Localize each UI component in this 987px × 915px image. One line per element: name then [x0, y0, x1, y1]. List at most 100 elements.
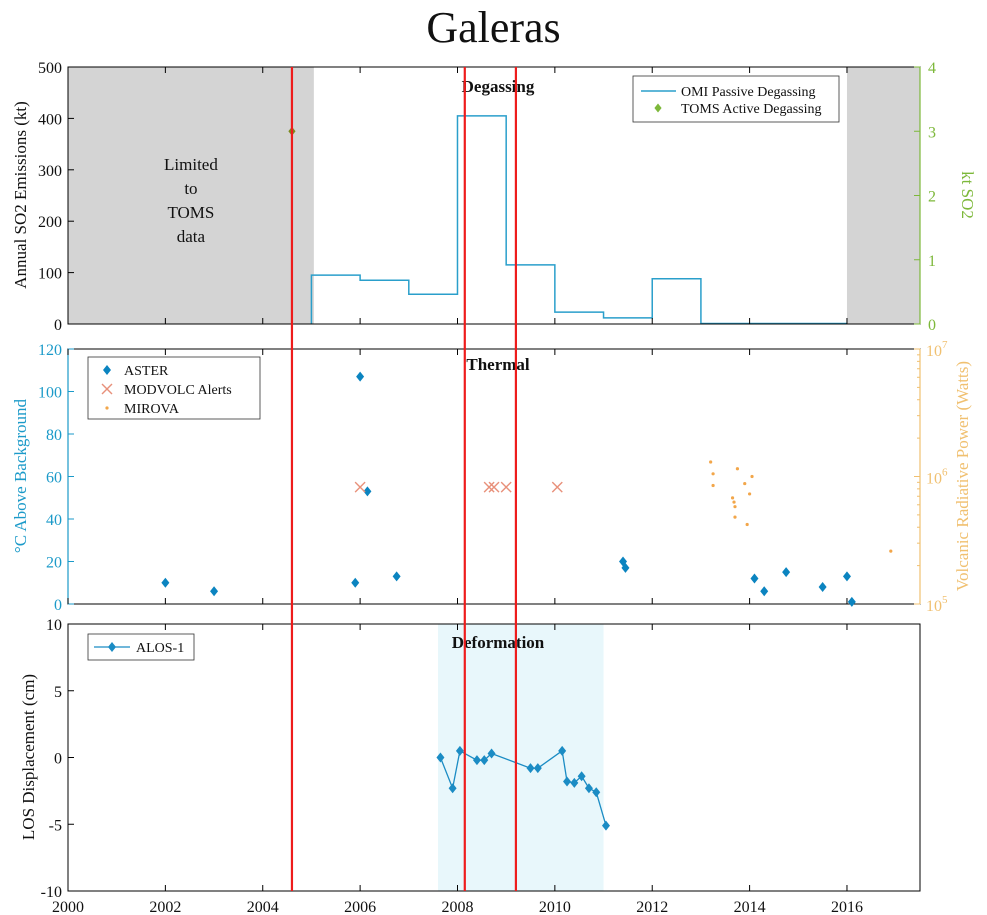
aster-point-4 [363, 486, 372, 497]
omi-degassing-line [310, 115, 847, 325]
mirova-point-3 [730, 496, 735, 500]
mirova-point-4 [732, 500, 736, 504]
modvolc-point-3-b [500, 481, 512, 493]
limited-text-line-0: Limited [164, 155, 218, 174]
thermal-panel-label: Thermal [466, 355, 530, 374]
thermal-legend-box [87, 356, 261, 420]
alos-point-10 [570, 777, 579, 788]
deformation-ytick-label-0: -10 [41, 884, 62, 901]
mirova-point-8 [743, 481, 747, 486]
xtick-label-0: 2000 [52, 899, 84, 915]
aster-point-12 [842, 571, 851, 582]
modvolc-point-0-b [354, 481, 366, 493]
deformation-ytick-label-3: 5 [54, 684, 62, 701]
alos-point-5 [487, 748, 496, 759]
thermal-y2tick-label-0: 105 [926, 594, 948, 615]
mirova-point-5 [733, 505, 737, 509]
mirova-point-11 [750, 474, 754, 479]
degassing-y2tick-label-1: 1 [928, 253, 936, 270]
alos-point-1 [448, 783, 457, 794]
degassing-y2tick-label-4: 4 [928, 60, 936, 77]
deformation-ylabel: LOS Displacement (cm) [19, 674, 38, 840]
aster-point-10 [782, 567, 791, 578]
legend-alos-swatch [108, 642, 116, 652]
aster-point-9 [760, 586, 769, 597]
degassing-legend-box [632, 75, 840, 123]
deformation-legend-box [87, 633, 195, 661]
xtick-label-3: 2006 [344, 899, 376, 915]
thermal-ytick-label-0: 0 [54, 597, 62, 614]
thermal-y2tick-label-2: 107 [926, 339, 948, 360]
thermal-ytick-label-3: 60 [46, 470, 62, 487]
legend-toms-swatch [654, 103, 662, 113]
degassing-ytick-label-5: 500 [38, 60, 62, 77]
legend-modvolc-label: MODVOLC Alerts [124, 383, 232, 398]
deformation-ytick-label-1: -5 [49, 817, 62, 834]
deformation-ytick-label-2: 0 [54, 751, 62, 768]
limited-text-line-2: TOMS [167, 203, 214, 222]
xtick-label-5: 2010 [539, 899, 571, 915]
alos-point-14 [601, 820, 610, 831]
mirova-point-12 [889, 549, 893, 553]
modvolc-point-1-b [483, 481, 495, 493]
xtick-label-8: 2016 [831, 899, 863, 915]
deformation-panel-label: Deformation [452, 633, 545, 652]
modvolc-point-1 [483, 481, 495, 493]
alos-point-11 [577, 771, 586, 782]
alos-point-3 [472, 755, 481, 766]
alos-point-9 [563, 776, 572, 787]
legend-aster-label: ASTER [124, 364, 169, 379]
mirova-point-1 [711, 472, 715, 476]
thermal-ylabel: °C Above Background [11, 398, 30, 553]
xtick-label-2: 2004 [247, 899, 279, 915]
degassing-panel-label: Degassing [462, 77, 535, 96]
thermal-y2tick-label-1: 106 [926, 467, 948, 488]
alos-point-8 [558, 745, 567, 756]
alos-point-6 [526, 763, 535, 774]
modvolc-point-2-b [488, 481, 500, 493]
mirova-point-2 [711, 483, 715, 488]
aster-point-1 [210, 586, 219, 597]
aster-point-2 [351, 577, 360, 588]
degassing-ytick-label-1: 100 [38, 266, 62, 283]
degassing-ytick-label-2: 200 [38, 214, 62, 231]
alos-point-2 [455, 745, 464, 756]
degassing-y2tick-label-0: 0 [928, 317, 936, 334]
degassing-y2tick-label-3: 3 [928, 124, 936, 141]
xtick-label-4: 2008 [441, 899, 473, 915]
alos-point-7 [533, 763, 542, 774]
modvolc-point-0 [354, 481, 366, 493]
aster-point-5 [392, 571, 401, 582]
mirova-point-10 [748, 492, 752, 496]
degassing-y2label: kt SO2 [958, 171, 977, 219]
limited-text-line-3: data [177, 227, 206, 246]
legend-mirova-swatch [105, 406, 109, 410]
xtick-label-1: 2002 [149, 899, 181, 915]
thermal-y2label: Volcanic Radiative Power (Watts) [953, 361, 972, 591]
degassing-y2tick-label-2: 2 [928, 189, 936, 206]
mirova-point-6 [735, 467, 740, 471]
deformation-ytick-label-4: 10 [46, 617, 62, 634]
modvolc-point-3 [500, 481, 512, 493]
aster-point-7 [621, 562, 630, 573]
legend-mirova-label: MIROVA [124, 402, 180, 417]
limited-text-line-1: to [184, 179, 197, 198]
thermal-ytick-label-4: 80 [46, 427, 62, 444]
aster-point-13 [847, 596, 856, 607]
legend-toms-label: TOMS Active Degassing [681, 102, 822, 117]
thermal-ytick-label-2: 40 [46, 512, 62, 529]
modvolc-point-4-b [551, 481, 563, 493]
alos-point-13 [592, 787, 601, 798]
xtick-label-6: 2012 [636, 899, 668, 915]
legend-modvolc-swatch [101, 383, 113, 395]
legend-modvolc-swatch-b [101, 383, 113, 395]
legend-aster-swatch [103, 365, 111, 375]
aster-point-3 [356, 371, 365, 382]
mirova-point-9 [745, 522, 749, 527]
aster-point-0 [161, 577, 170, 588]
toms-limited-region-0 [68, 67, 314, 324]
figure-title: Galeras [426, 3, 561, 52]
alos-point-4 [480, 755, 489, 766]
legend-omi-label: OMI Passive Degassing [681, 85, 816, 100]
